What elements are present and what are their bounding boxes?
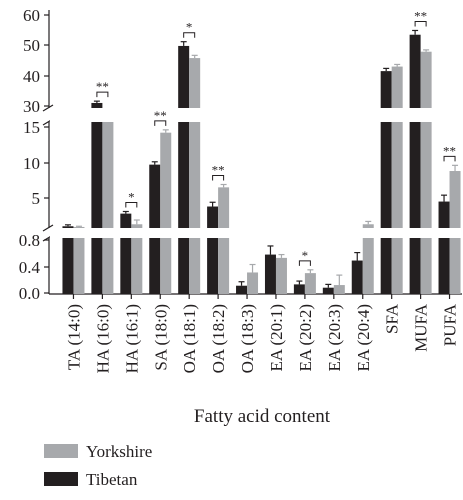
x-tick-label: HA (16:1) (122, 304, 141, 373)
axis-break-mark (42, 104, 54, 112)
significance-label: ** (414, 8, 427, 23)
significance-bracket (96, 91, 109, 98)
legend-swatch-tibetan (44, 472, 78, 486)
significance-label: * (128, 189, 135, 204)
bar-tibetan (438, 201, 450, 294)
bar-tibetan (91, 102, 103, 294)
legend-swatch-yorkshire (44, 444, 78, 458)
bar-yorkshire (189, 58, 201, 294)
x-tick-label: EA (20:3) (325, 304, 344, 372)
y-tick-label: 0.0 (19, 284, 40, 303)
bar-yorkshire (73, 226, 85, 294)
x-tick-label: EA (20:1) (267, 304, 286, 372)
y-tick-label: 0.4 (19, 258, 41, 277)
x-tick-labels: TA (14:0) HA (16:0) HA (16:1) SA (18:0) OA (… (64, 294, 460, 373)
y-tick-label: 15 (23, 118, 40, 137)
bar-tibetan (120, 213, 132, 294)
bar-yorkshire (160, 132, 172, 294)
significance-bracket (154, 120, 167, 126)
bar-tibetan (178, 45, 190, 294)
x-tick-label: OA (18:2) (209, 304, 228, 373)
x-tick-label: TA (14:0) (64, 304, 83, 370)
significance-bracket (125, 201, 138, 208)
x-axis-title: Fatty acid content (194, 406, 331, 427)
bar-yorkshire (420, 51, 432, 294)
bar-tibetan (409, 34, 421, 294)
significance-label: ** (443, 143, 456, 158)
x-tick-label: OA (18:3) (238, 304, 257, 373)
x-tick-label: OA (18:1) (180, 304, 199, 373)
y-tick-label: 10 (23, 154, 40, 173)
axis-break-mark (42, 224, 54, 232)
significance-bracket (443, 155, 456, 162)
x-tick-label: SA (18:0) (151, 304, 170, 371)
bar-yorkshire (218, 187, 230, 294)
axis-break-gap (50, 108, 463, 122)
significance-label: * (186, 20, 193, 35)
significance-bracket (414, 20, 427, 27)
significance-bracket (212, 175, 225, 181)
significance-label: * (302, 248, 309, 263)
bar-yorkshire (333, 285, 345, 294)
bar-tibetan (380, 71, 392, 294)
y-tick-label: 40 (23, 67, 40, 86)
significance-bracket (183, 32, 196, 38)
bar-yorkshire (247, 272, 259, 294)
bar-yorkshire (304, 273, 316, 294)
x-tick-label: HA (16:0) (93, 304, 112, 373)
bars-group (50, 29, 463, 295)
legend-label-tibetan: Tibetan (86, 470, 138, 489)
legend: Yorkshire Tibetan (44, 442, 152, 489)
axis-break-gap (50, 228, 463, 238)
bar-yorkshire (391, 66, 403, 294)
bar-yorkshire (362, 224, 374, 294)
y-axis: 0.0 0.4 0.8 5 10 15 30 40 50 60 (19, 6, 462, 303)
bar-tibetan (293, 284, 305, 294)
x-tick-label: EA (20:4) (354, 304, 373, 372)
x-tick-label: SFA (383, 303, 402, 334)
significance-label: ** (96, 79, 109, 94)
bar-tibetan (322, 287, 334, 294)
y-tick-label: 0.8 (19, 231, 40, 250)
bar-tibetan (207, 206, 219, 294)
y-tick-label: 50 (23, 36, 40, 55)
x-tick-label: EA (20:2) (296, 304, 315, 372)
bar-yorkshire (102, 111, 114, 295)
significance-markers: ************* (96, 8, 456, 266)
y-tick-label: 60 (23, 6, 40, 25)
x-tick-label: PUFA (441, 303, 460, 346)
legend-label-yorkshire: Yorkshire (86, 442, 152, 461)
significance-label: ** (154, 108, 167, 123)
significance-bracket (298, 260, 311, 266)
bar-tibetan (62, 226, 74, 294)
bar-yorkshire (131, 224, 143, 294)
x-tick-label: MUFA (412, 303, 431, 352)
bar-yorkshire (275, 257, 287, 294)
bar-tibetan (351, 260, 363, 294)
bar-tibetan (264, 254, 276, 294)
bar-tibetan (236, 285, 248, 294)
y-tick-label: 30 (23, 97, 40, 116)
significance-label: ** (212, 163, 225, 178)
y-tick-label: 5 (32, 189, 41, 208)
